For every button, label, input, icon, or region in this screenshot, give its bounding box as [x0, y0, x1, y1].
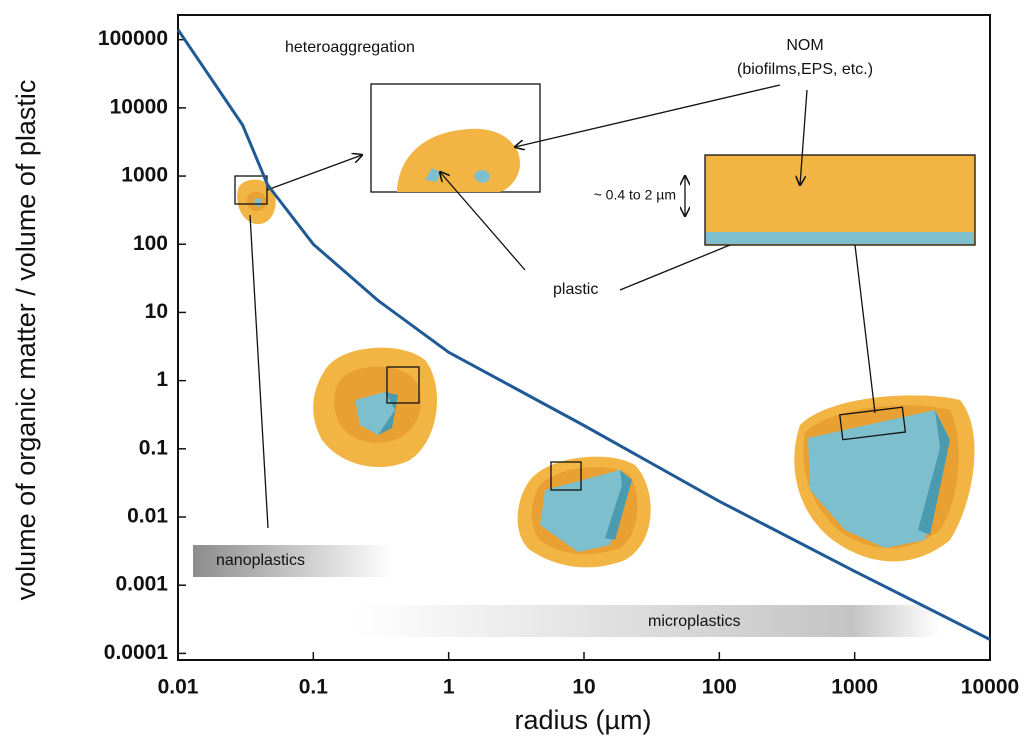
data-line	[176, 28, 991, 641]
x-tick-label: 10000	[961, 676, 1019, 699]
annotation: ~ 0.4 to 2 µm	[594, 187, 676, 203]
illustration	[234, 83, 976, 568]
annotation: heteroaggregation	[285, 39, 415, 56]
annotation: plastic	[553, 281, 598, 298]
range-bar	[193, 545, 393, 577]
y-tick-label: 0.001	[115, 573, 168, 596]
y-tick-label: 0.0001	[104, 641, 169, 664]
x-axis-title: radius (µm)	[514, 705, 651, 735]
x-tick-label: 10	[572, 676, 595, 699]
y-tick-label: 10	[145, 300, 168, 323]
annotation: NOM	[786, 37, 823, 54]
x-tick-label: 1000	[831, 676, 878, 699]
annotation: nanoplastics	[216, 552, 305, 569]
y-tick-label: 100	[133, 232, 168, 255]
x-tick-label: 100	[702, 676, 737, 699]
range-bar	[355, 605, 940, 637]
y-axis-title: volume of organic matter / volume of pla…	[11, 80, 41, 601]
annotation: microplastics	[648, 613, 740, 630]
y-tick-label: 1000	[121, 164, 168, 187]
x-tick-label: 0.1	[299, 676, 329, 699]
x-tick-label: 1	[443, 676, 455, 699]
y-tick-label: 0.1	[139, 436, 169, 459]
y-tick-label: 1	[156, 368, 168, 391]
y-tick-label: 0.01	[127, 505, 168, 528]
annotation: (biofilms,EPS, etc.)	[737, 61, 873, 78]
x-tick-label: 0.01	[158, 676, 199, 699]
y-tick-label: 100000	[98, 27, 168, 50]
y-tick-label: 10000	[110, 95, 168, 118]
